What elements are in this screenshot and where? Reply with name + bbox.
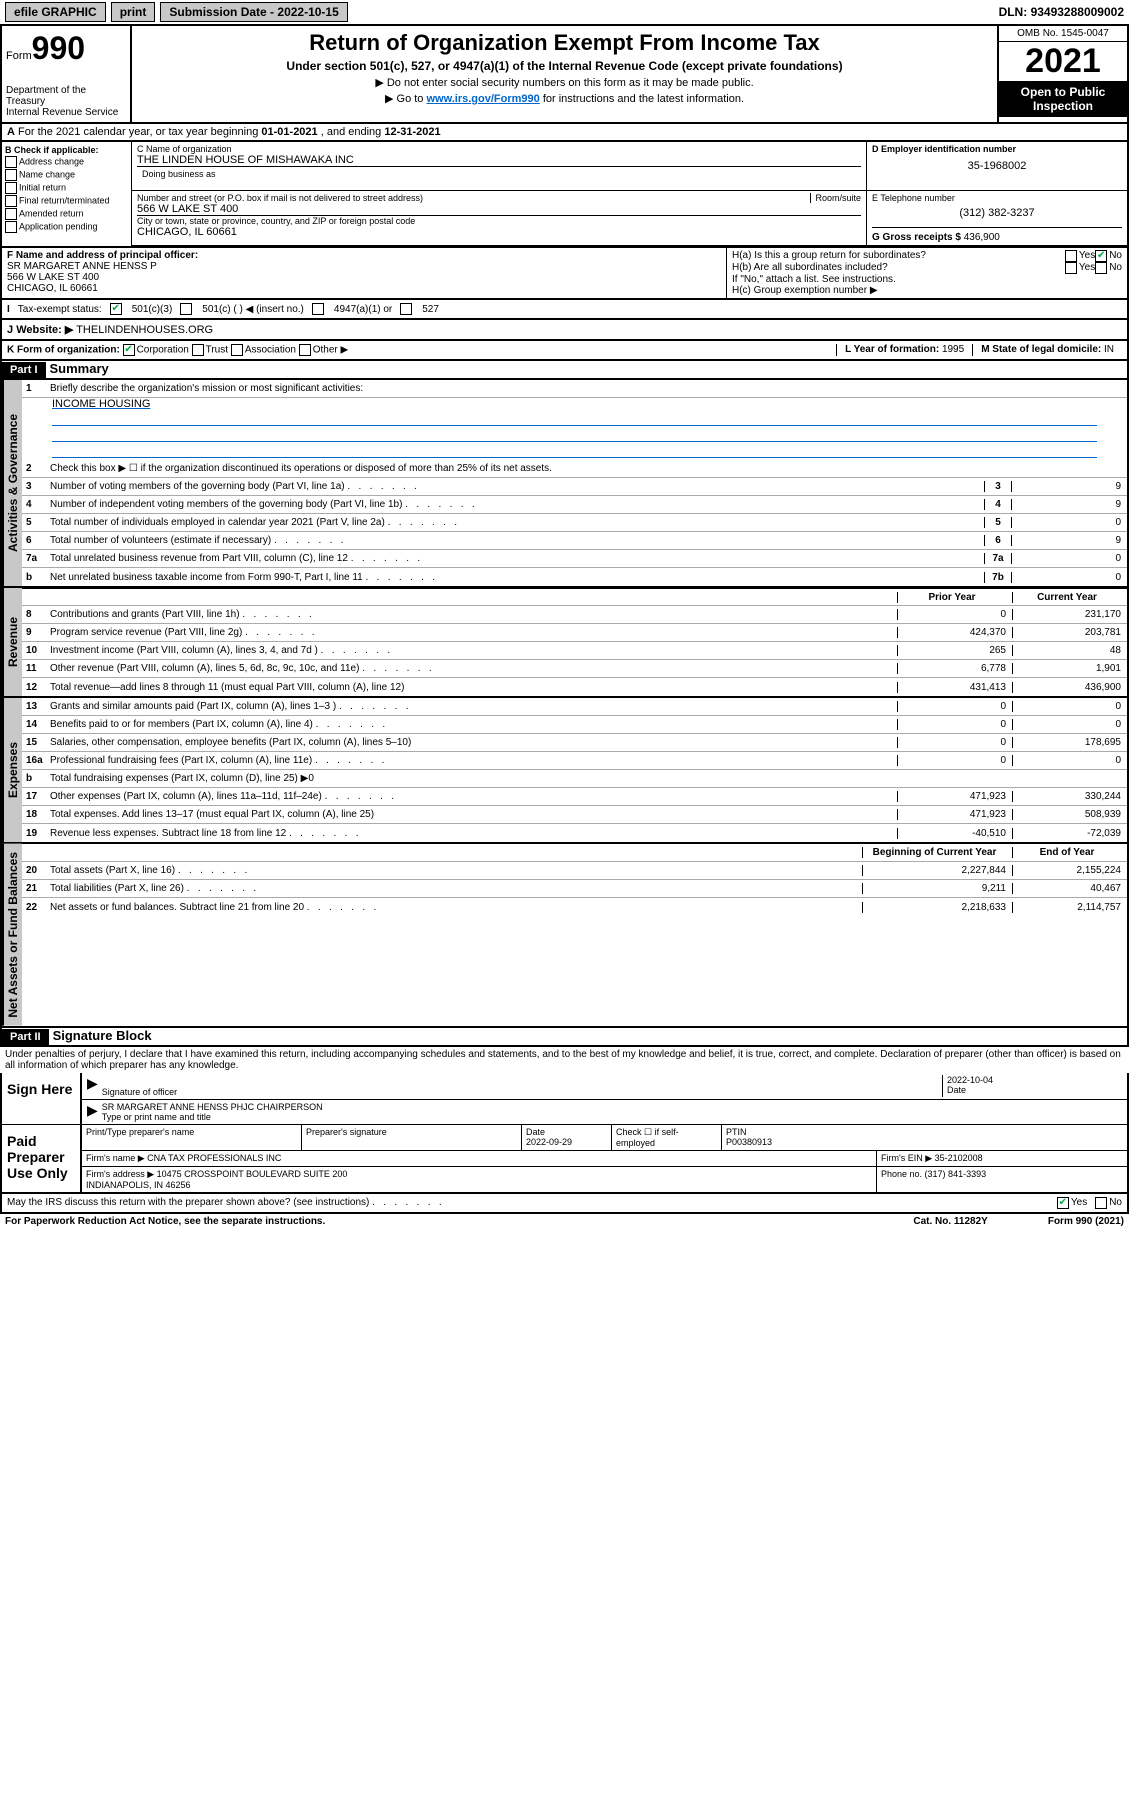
b-opt-name[interactable]: Name change [5,169,128,181]
ck-527[interactable] [400,303,412,315]
expenses-section: Expenses 13Grants and similar amounts pa… [0,698,1129,844]
b-opt-initial[interactable]: Initial return [5,182,128,194]
form-title: Return of Organization Exempt From Incom… [136,30,993,56]
irs-link[interactable]: www.irs.gov/Form990 [426,93,539,105]
revenue-section: Revenue Prior YearCurrent Year 8Contribu… [0,588,1129,698]
h-group: H(a) Is this a group return for subordin… [727,248,1127,298]
dln: DLN: 93493288009002 [999,5,1124,19]
ck-4947[interactable] [312,303,324,315]
form-subtitle: Under section 501(c), 527, or 4947(a)(1)… [136,59,993,73]
b-label: B Check if applicable: [5,145,128,155]
tab-activities: Activities & Governance [2,380,22,586]
d-ein: D Employer identification number 35-1968… [867,142,1127,190]
form-number: Form990 [6,30,126,67]
dept-treasury: Department of the Treasury [6,85,126,107]
f-officer: F Name and address of principal officer:… [2,248,727,298]
c-name: C Name of organization THE LINDEN HOUSE … [132,142,867,190]
ck-may-yes[interactable] [1057,1197,1069,1209]
col-b: B Check if applicable: Address change Na… [2,142,132,246]
signature-block: Sign Here ▶Signature of officer2022-10-0… [0,1073,1129,1194]
part-ii-header: Part IISignature Block [0,1028,1129,1047]
b-opt-address[interactable]: Address change [5,156,128,168]
open-inspection: Open to Public Inspection [999,81,1127,117]
grid-bcdeg: B Check if applicable: Address change Na… [0,142,1129,248]
row-i: ITax-exempt status: 501(c)(3) 501(c) ( )… [0,300,1129,320]
ck-501c[interactable] [180,303,192,315]
row-k: K Form of organization: Corporation Trus… [0,341,1129,361]
submission-date: Submission Date - 2022-10-15 [160,2,347,22]
activities-governance: Activities & Governance 1Briefly describ… [0,380,1129,588]
part-i-header: Part ISummary [0,361,1129,380]
form-header: Form990 Department of the Treasury Inter… [0,26,1129,124]
tab-expenses: Expenses [2,698,22,842]
tab-revenue: Revenue [2,588,22,696]
efile-button[interactable]: efile GRAPHIC [5,2,106,22]
ck-corp[interactable] [123,344,135,356]
tax-year: 2021 [999,42,1127,81]
mission-text: INCOME HOUSING [52,398,1097,410]
row-j: J Website: ▶ THELINDENHOUSES.ORG [0,320,1129,341]
row-a: A For the 2021 calendar year, or tax yea… [0,124,1129,142]
form-note-2: ▶ Go to www.irs.gov/Form990 for instruct… [136,92,993,105]
sig-declaration: Under penalties of perjury, I declare th… [0,1047,1129,1073]
ck-may-no[interactable] [1095,1197,1107,1209]
topbar: efile GRAPHIC print Submission Date - 20… [0,0,1129,26]
form-note-1: ▶ Do not enter social security numbers o… [136,76,993,89]
ck-assoc[interactable] [231,344,243,356]
b-opt-final[interactable]: Final return/terminated [5,195,128,207]
page-footer: For Paperwork Reduction Act Notice, see … [0,1214,1129,1229]
c-street: Number and street (or P.O. box if mail i… [132,191,867,245]
tab-netassets: Net Assets or Fund Balances [2,844,22,1026]
omb-number: OMB No. 1545-0047 [999,26,1127,42]
ck-trust[interactable] [192,344,204,356]
ck-other[interactable] [299,344,311,356]
sign-here-label: Sign Here [2,1073,82,1124]
may-discuss: May the IRS discuss this return with the… [0,1194,1129,1214]
b-opt-amended[interactable]: Amended return [5,208,128,220]
row-fh: F Name and address of principal officer:… [0,248,1129,300]
irs-label: Internal Revenue Service [6,107,126,118]
print-button[interactable]: print [111,2,156,22]
paid-preparer-label: Paid Preparer Use Only [2,1125,82,1192]
net-assets-section: Net Assets or Fund Balances Beginning of… [0,844,1129,1028]
b-opt-pending[interactable]: Application pending [5,221,128,233]
e-phone: E Telephone number (312) 382-3237 G Gros… [867,191,1127,245]
ck-501c3[interactable] [110,303,122,315]
